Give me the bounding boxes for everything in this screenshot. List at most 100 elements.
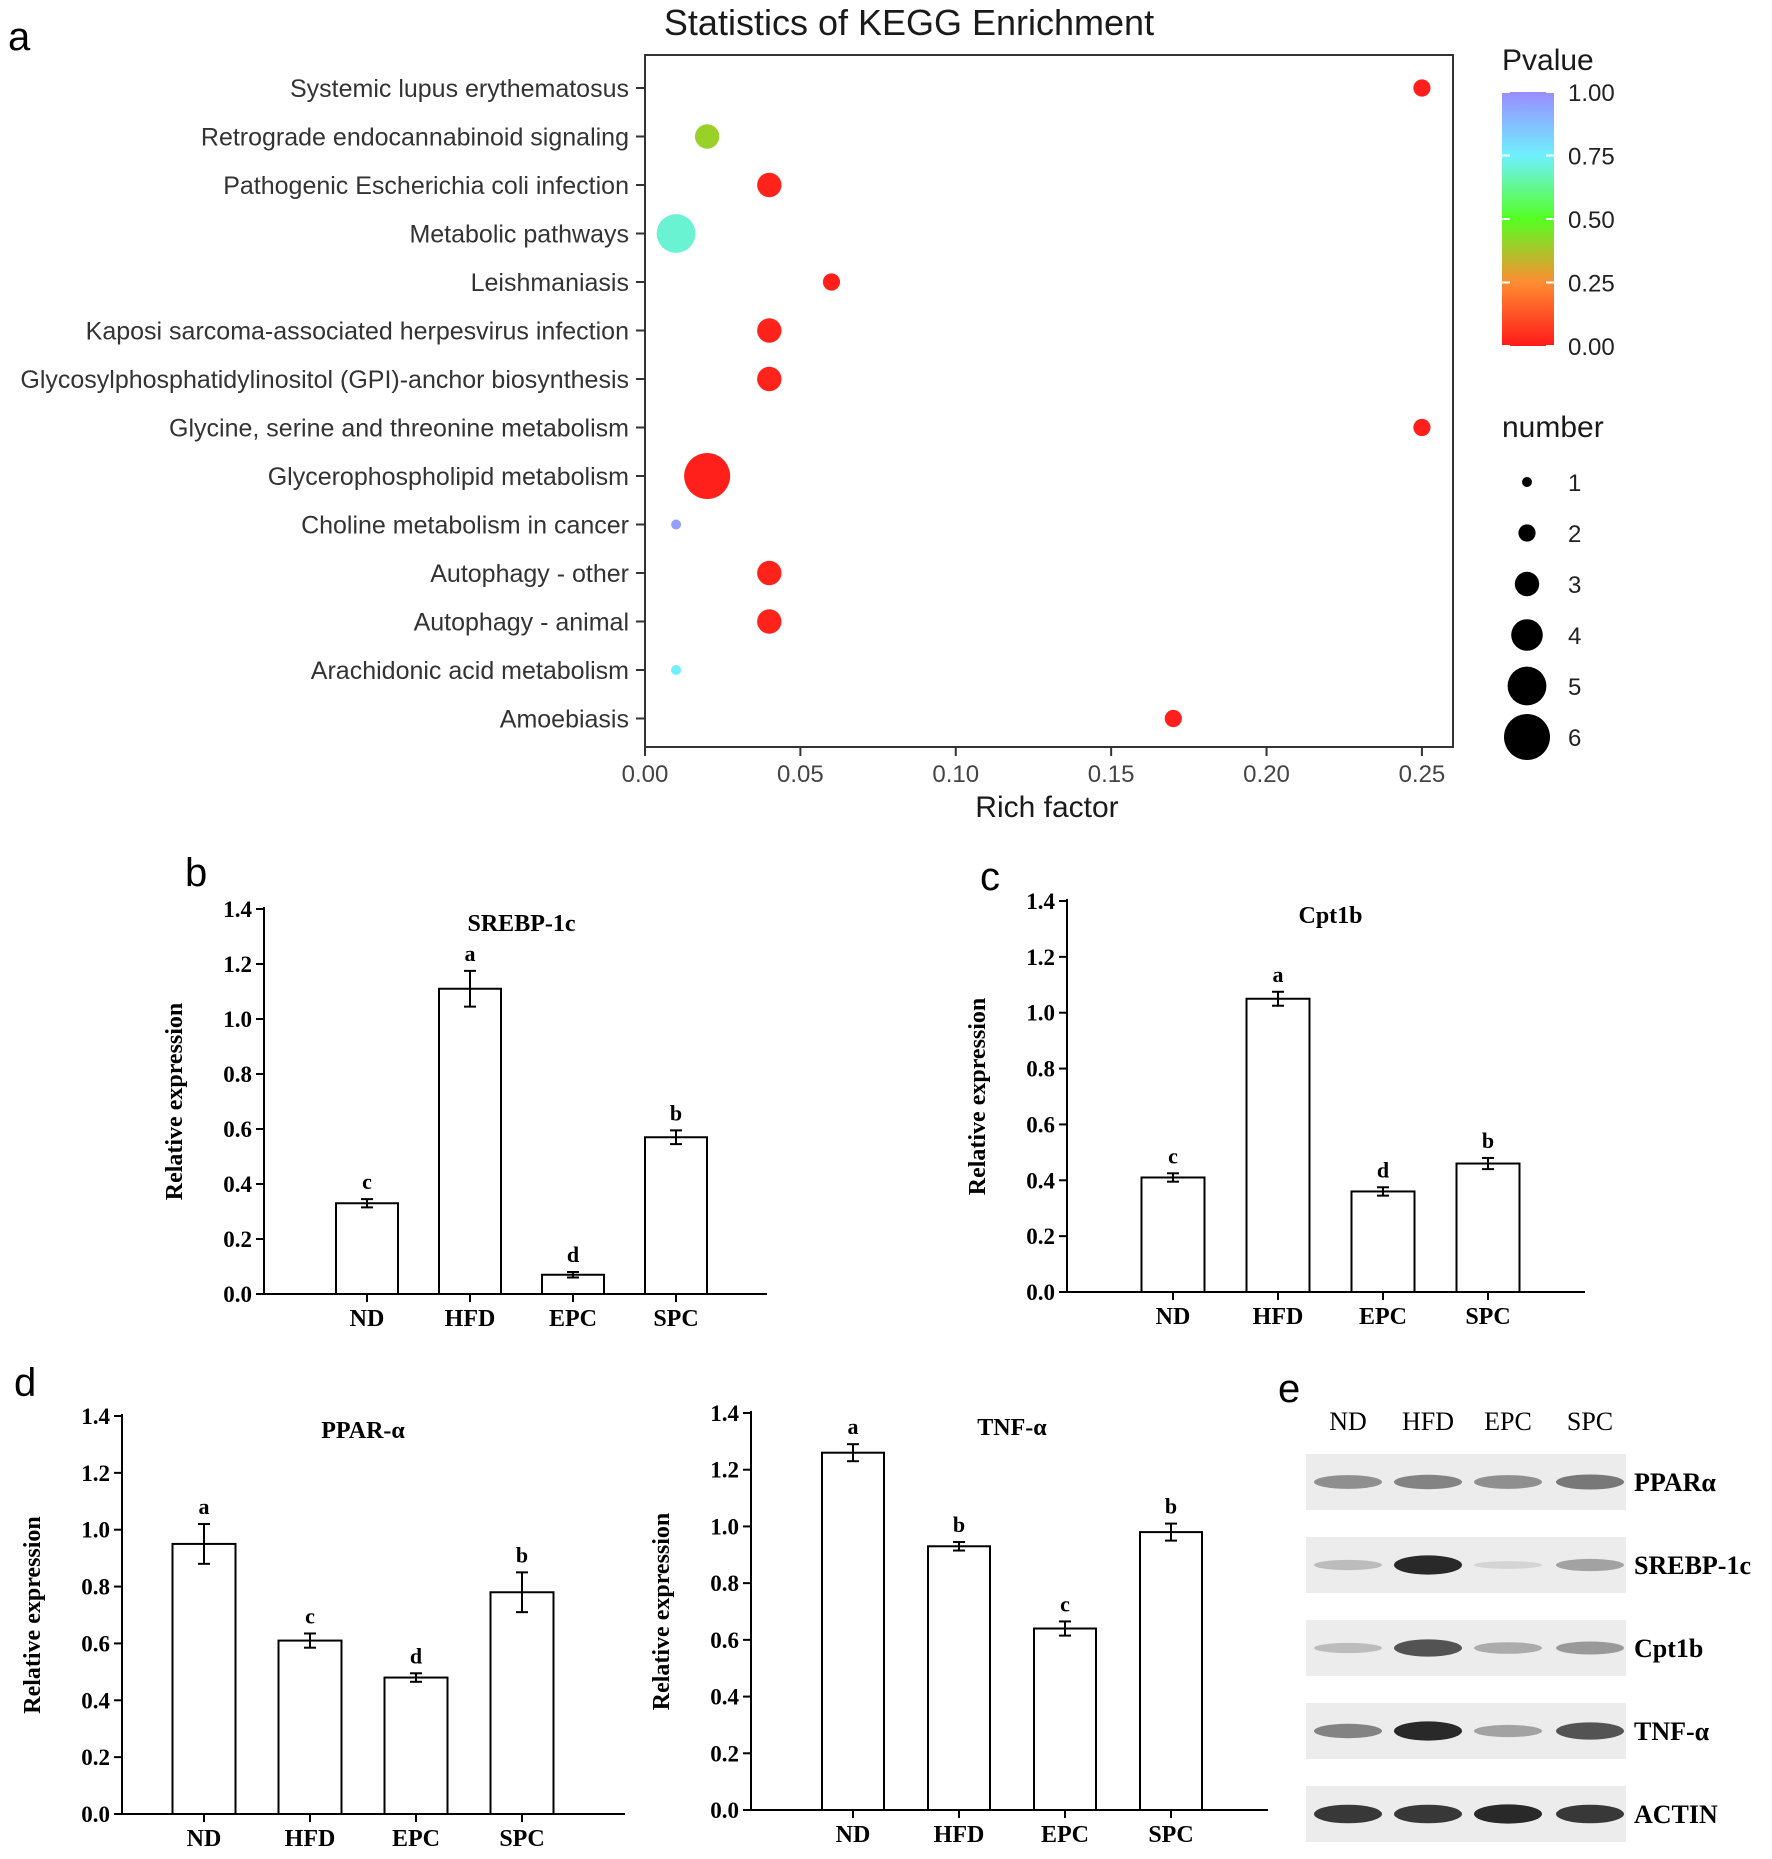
bar-chart-tnf: 0.0 0.2 0.4 0.6 0.8 1.0 1.2 1.4 Relative express… — [649, 1401, 1268, 1848]
y-tick-label: 0.2 — [81, 1745, 110, 1770]
bar — [1140, 1176, 1206, 1293]
number-legend-label: 6 — [1568, 725, 1581, 752]
western-blot-panel: ND HFD EPC SPC PPARα SREBP-1c Cpt1b TNF-α ACTIN — [1306, 1407, 1751, 1842]
kegg-x-tick-label: 0.10 — [932, 761, 979, 788]
blot-lane-label: ND — [1329, 1407, 1367, 1436]
significance-letter: b — [670, 1100, 682, 1125]
kegg-category-label: Glycine, serine and threonine metabolism — [169, 415, 629, 443]
kegg-x-axis: 0.00 0.05 0.10 0.15 0.20 0.25 — [622, 747, 1446, 788]
blot-band — [1394, 1474, 1462, 1490]
number-legend-label: 3 — [1568, 572, 1581, 599]
y-tick-label: 1.0 — [1026, 1001, 1055, 1026]
kegg-scatter-panel: Statistics of KEGG Enrichment Systemic l… — [20, 2, 1614, 824]
y-tick-label: 0.8 — [81, 1575, 110, 1600]
number-legend-dot — [1518, 524, 1536, 542]
bar — [1245, 997, 1311, 1293]
y-tick-label: 0.6 — [81, 1631, 110, 1656]
significance-letter: d — [410, 1643, 422, 1668]
y-tick-label: 0.0 — [223, 1282, 252, 1307]
x-tick-label: SPC — [499, 1826, 544, 1852]
kegg-point — [757, 318, 782, 343]
bar-chart-cpt1b: 0.0 0.2 0.4 0.6 0.8 1.0 1.2 1.4 Relative express… — [965, 889, 1585, 1330]
blot-band — [1394, 1721, 1462, 1741]
chart-title: TNF-α — [977, 1415, 1047, 1441]
blot-row-label: PPARα — [1634, 1468, 1716, 1497]
bar-chart-ppar: 0.0 0.2 0.4 0.6 0.8 1.0 1.2 1.4 Relative express… — [20, 1404, 625, 1852]
blot-band — [1314, 1475, 1382, 1489]
x-tick-label: HFD — [285, 1826, 336, 1852]
number-legend-dot — [1522, 477, 1532, 487]
x-tick-label: EPC — [549, 1306, 597, 1332]
y-tick-label: 1.4 — [223, 897, 252, 922]
pvalue-colorbar — [1502, 92, 1554, 346]
y-tick-label: 0.0 — [81, 1802, 110, 1827]
x-tick-label: ND — [350, 1306, 385, 1332]
pvalue-tick-label: 0.00 — [1568, 334, 1615, 361]
bar — [335, 1202, 399, 1295]
kegg-category-label: Amoebiasis — [500, 706, 629, 734]
kegg-point — [757, 172, 782, 198]
kegg-point — [694, 124, 720, 149]
blot-band — [1314, 1559, 1382, 1571]
x-tick-label: SPC — [653, 1306, 698, 1332]
blot-band — [1394, 1555, 1462, 1575]
pvalue-tick-label: 0.50 — [1568, 207, 1615, 234]
significance-letter: b — [1165, 1494, 1177, 1519]
bar — [927, 1545, 991, 1811]
kegg-x-axis-label: Rich factor — [975, 791, 1118, 824]
blot-row-label: Cpt1b — [1634, 1634, 1703, 1663]
kegg-point — [671, 665, 682, 675]
bar — [1455, 1162, 1521, 1293]
kegg-category-label: Autophagy - animal — [414, 609, 629, 637]
blot-band — [1556, 1558, 1624, 1572]
y-tick-label: 0.4 — [81, 1688, 110, 1713]
y-tick-label: 0.6 — [223, 1117, 252, 1142]
significance-letter: a — [199, 1494, 210, 1519]
bar — [171, 1542, 237, 1816]
kegg-point — [1413, 418, 1431, 437]
significance-letter: d — [1377, 1157, 1389, 1182]
significance-letter: a — [848, 1414, 859, 1439]
significance-letter: a — [1273, 962, 1284, 987]
number-legend-label: 4 — [1568, 623, 1581, 650]
kegg-x-tick-label: 0.25 — [1399, 761, 1446, 788]
number-legend-dot — [1504, 714, 1550, 760]
kegg-x-tick-label: 0.15 — [1088, 761, 1135, 788]
kegg-category-label: Kaposi sarcoma-associated herpesvirus in… — [86, 318, 629, 346]
kegg-point — [1164, 709, 1182, 728]
kegg-category-label: Glycosylphosphatidylinositol (GPI)-ancho… — [20, 366, 629, 394]
kegg-category-labels: Systemic lupus erythematosus Retrograde e… — [20, 75, 645, 734]
kegg-point — [684, 453, 731, 499]
bar — [821, 1451, 885, 1811]
number-legend-dot — [1507, 666, 1547, 706]
significance-letter: d — [567, 1242, 579, 1267]
y-tick-label: 1.0 — [710, 1514, 739, 1539]
kegg-category-label: Autophagy - other — [430, 560, 629, 588]
x-tick-label: SPC — [1465, 1304, 1510, 1330]
number-legend-dot — [1514, 571, 1540, 597]
kegg-category-label: Glycerophospholipid metabolism — [268, 463, 629, 491]
y-tick-label: 0.2 — [710, 1741, 739, 1766]
kegg-point — [822, 273, 841, 291]
kegg-category-label: Arachidonic acid metabolism — [311, 657, 629, 685]
y-axis-label: Relative expression — [20, 1516, 46, 1714]
y-tick-label: 1.4 — [81, 1404, 110, 1429]
pvalue-tick-label: 0.25 — [1568, 271, 1615, 298]
blot-band — [1394, 1639, 1462, 1657]
blot-lane-label: SPC — [1567, 1407, 1613, 1436]
y-tick-label: 1.0 — [223, 1007, 252, 1032]
kegg-title: Statistics of KEGG Enrichment — [664, 2, 1154, 43]
significance-letter: a — [465, 941, 476, 966]
kegg-point — [656, 214, 696, 253]
blot-row-label: ACTIN — [1634, 1800, 1718, 1829]
y-tick-label: 1.2 — [223, 952, 252, 977]
blot-row-label: TNF-α — [1634, 1717, 1710, 1746]
number-legend-label: 1 — [1568, 470, 1581, 497]
x-tick-label: EPC — [1041, 1822, 1089, 1848]
blot-band — [1556, 1722, 1624, 1740]
blot-band — [1314, 1804, 1382, 1824]
blot-band — [1474, 1475, 1542, 1489]
kegg-points — [656, 79, 1431, 728]
bar-chart-srebp: 0.0 0.2 0.4 0.6 0.8 1.0 1.2 1.4 Relative express… — [162, 897, 767, 1332]
